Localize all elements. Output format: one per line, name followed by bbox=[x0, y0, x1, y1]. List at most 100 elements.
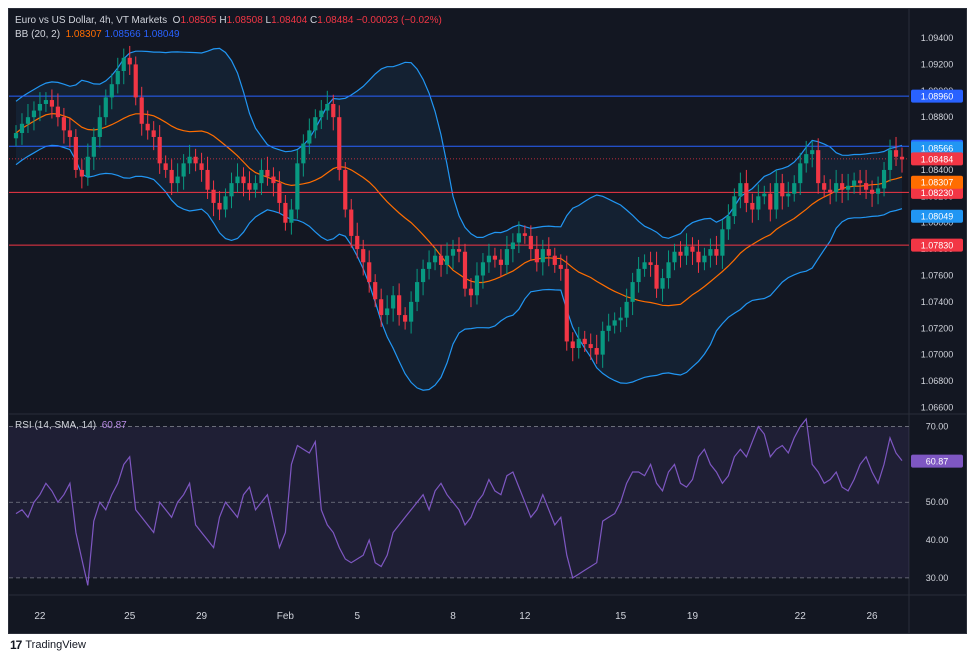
rsi-tick-label: 30.00 bbox=[926, 573, 949, 583]
candle-body bbox=[834, 183, 839, 193]
candle-body bbox=[570, 341, 575, 349]
candle-body bbox=[594, 348, 599, 355]
candle-body bbox=[391, 295, 396, 309]
rsi-legend: RSI (14, SMA, 14) 60.87 bbox=[15, 420, 127, 431]
candle-body bbox=[528, 235, 533, 250]
indicator-badge-bg bbox=[911, 141, 963, 155]
time-tick-label: 25 bbox=[124, 611, 136, 622]
candle-body bbox=[618, 317, 623, 321]
chart-canvas[interactable]: 1.06600 1.06800 1.07000 1.07200 1.07400 1.076… bbox=[9, 9, 966, 633]
candle-body bbox=[145, 123, 150, 131]
candle-body bbox=[786, 193, 791, 197]
candle-body bbox=[205, 169, 210, 190]
rsi-tick-label: 50.00 bbox=[926, 497, 949, 507]
candle-body bbox=[828, 189, 833, 193]
candle-body bbox=[211, 189, 216, 203]
indicator-badge: 1.08307 bbox=[921, 178, 954, 188]
candle-body bbox=[678, 251, 683, 256]
price-tick-label: 1.07200 bbox=[921, 323, 954, 333]
candle-body bbox=[486, 255, 492, 263]
candle-body bbox=[648, 262, 653, 265]
high-value: 1.08508 bbox=[226, 15, 263, 26]
candle-body bbox=[654, 264, 659, 289]
candle-body bbox=[37, 103, 43, 111]
candle-body bbox=[151, 130, 156, 137]
candle-body bbox=[840, 183, 845, 190]
bb-label[interactable]: BB (20, 2) bbox=[15, 29, 61, 40]
rsi-tick-label: 70.00 bbox=[926, 422, 949, 432]
price-tick-label: 1.09400 bbox=[921, 33, 954, 43]
candle-body bbox=[55, 106, 60, 118]
indicator-badge-bg bbox=[911, 152, 963, 166]
candle-body bbox=[636, 268, 641, 283]
rsi-label[interactable]: RSI (14, SMA, 14) bbox=[15, 420, 97, 431]
candle-body bbox=[642, 262, 647, 269]
candle-body bbox=[534, 249, 539, 263]
high-label: H bbox=[219, 15, 227, 26]
candle-body bbox=[397, 295, 402, 316]
price-tick-label: 1.06800 bbox=[921, 376, 954, 386]
candle-body bbox=[576, 338, 581, 349]
candle-body bbox=[379, 299, 384, 316]
candle-body bbox=[169, 169, 174, 184]
candle-body bbox=[875, 188, 881, 194]
brand-label[interactable]: TradingView bbox=[25, 639, 86, 651]
indicator-badge: 1.08484 bbox=[921, 154, 954, 164]
candle-body bbox=[510, 242, 515, 250]
candle-body bbox=[612, 320, 617, 326]
low-label: L bbox=[265, 15, 272, 26]
candle-body bbox=[582, 338, 587, 345]
candle-body bbox=[349, 209, 354, 236]
candle-body bbox=[426, 262, 432, 269]
candle-body bbox=[846, 185, 851, 190]
candle-body bbox=[726, 216, 731, 230]
close-label: C bbox=[310, 15, 318, 26]
candle-body bbox=[385, 308, 390, 316]
candle-body bbox=[367, 262, 372, 283]
candle-body bbox=[480, 262, 486, 276]
candle-body bbox=[277, 183, 282, 203]
time-tick-label: Feb bbox=[277, 611, 295, 622]
time-tick-label: 19 bbox=[687, 611, 699, 622]
candle-body bbox=[91, 136, 96, 157]
candle-body bbox=[660, 278, 665, 289]
candle-body bbox=[780, 183, 785, 197]
candle-body bbox=[768, 193, 773, 210]
indicator-badge-bg bbox=[911, 209, 963, 223]
candle-body bbox=[498, 259, 504, 265]
candle-body bbox=[456, 249, 462, 252]
candle-body bbox=[295, 163, 300, 210]
candle-body bbox=[337, 117, 342, 170]
candle-body bbox=[792, 183, 797, 194]
bb-lower-line bbox=[15, 144, 903, 391]
candle-body bbox=[259, 169, 264, 184]
candle-body bbox=[684, 246, 689, 256]
candle-body bbox=[289, 209, 294, 223]
candle-body bbox=[73, 136, 78, 170]
candle-body bbox=[157, 136, 162, 164]
time-tick-label: 22 bbox=[795, 611, 807, 622]
candle-body bbox=[564, 268, 569, 342]
candle-body bbox=[714, 249, 719, 256]
price-tick-label: 1.07600 bbox=[921, 270, 954, 280]
bb-upper-line bbox=[15, 47, 903, 239]
bb-band-fill bbox=[16, 48, 902, 391]
candle-body bbox=[43, 100, 49, 104]
candle-body bbox=[450, 249, 456, 256]
candle-body bbox=[343, 169, 348, 210]
candle-body bbox=[804, 154, 809, 164]
candle-body bbox=[67, 130, 72, 137]
rsi-line bbox=[15, 417, 903, 586]
price-tick-label: 1.07400 bbox=[921, 297, 954, 307]
level-badge-bg bbox=[911, 89, 963, 103]
candle-body bbox=[31, 110, 37, 118]
candle-body bbox=[313, 117, 318, 131]
candle-body bbox=[235, 176, 240, 184]
candle-body bbox=[708, 249, 713, 256]
candle-body bbox=[762, 193, 767, 197]
candle-body bbox=[331, 103, 336, 118]
candle-body bbox=[899, 156, 905, 160]
symbol-title[interactable]: Euro vs US Dollar, 4h, VT Markets bbox=[15, 15, 168, 26]
candle-body bbox=[881, 169, 887, 189]
level-badge-bg bbox=[911, 238, 963, 252]
